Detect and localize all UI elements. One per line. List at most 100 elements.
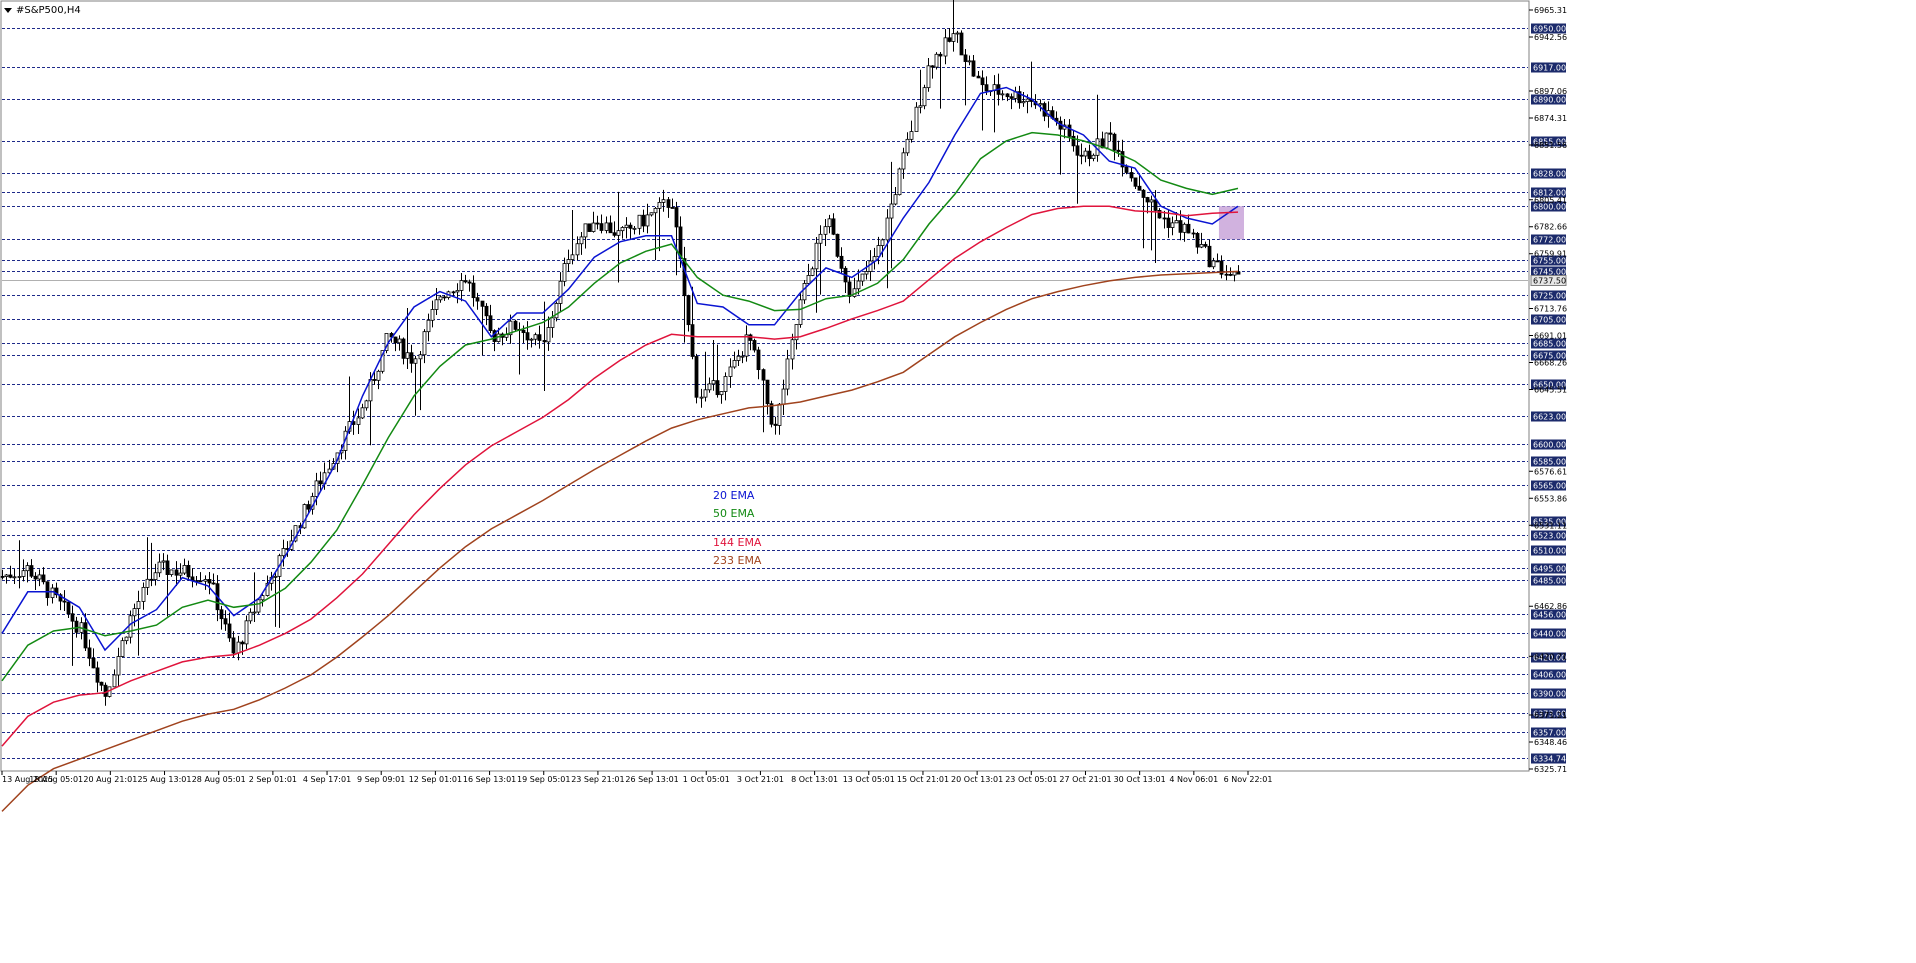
price-scale-label: 6874.31	[1534, 114, 1567, 123]
candle-body	[955, 32, 960, 35]
level-tag-text: 6800.00	[1533, 203, 1566, 212]
candle-body	[1182, 223, 1187, 233]
candle-body	[579, 236, 584, 245]
ema-line-20-ema	[1, 86, 1239, 652]
candle-body	[967, 60, 972, 63]
candle-body	[463, 280, 468, 283]
candle-body	[1075, 145, 1080, 156]
time-label: 12 Sep 01:01	[409, 775, 462, 784]
candle-body	[616, 230, 621, 236]
current-price-tag	[1530, 275, 1567, 286]
candle-body	[380, 350, 385, 372]
candle-body	[794, 324, 799, 341]
level-tag-text: 6917.00	[1533, 64, 1566, 73]
candle-body	[864, 271, 869, 275]
level-tag-text: 6685.00	[1533, 340, 1566, 349]
price-scale-label: 6553.86	[1534, 494, 1567, 503]
candle-body	[657, 201, 662, 209]
candle-body	[649, 212, 654, 216]
level-tag	[1531, 338, 1566, 349]
candle-body	[8, 574, 13, 578]
level-tag	[1531, 62, 1566, 73]
candle-body	[1129, 172, 1134, 179]
candle-body	[901, 152, 906, 170]
candle-body	[236, 641, 241, 654]
level-tag	[1531, 575, 1566, 586]
candle-body	[715, 380, 720, 396]
level-tag	[1531, 628, 1566, 639]
candle-body	[99, 681, 104, 686]
candle-body	[1186, 223, 1191, 234]
candle-body	[533, 334, 538, 340]
price-scale-label: 6897.06	[1534, 87, 1567, 96]
candle-body	[823, 226, 828, 235]
level-tag	[1531, 187, 1566, 198]
level-tag-text: 6950.00	[1533, 25, 1566, 34]
candle-body	[761, 369, 766, 381]
horizontal-levels	[2, 28, 1528, 759]
ema-lines	[1, 86, 1239, 812]
candle-body	[777, 403, 782, 426]
candle-body	[682, 258, 687, 297]
candle-body	[856, 280, 861, 290]
candle-body	[893, 194, 898, 205]
time-label: 6 Nov 22:01	[1224, 775, 1273, 784]
candle-body	[1009, 96, 1014, 99]
candle-body	[281, 548, 286, 557]
level-tag-text: 6420.00	[1533, 654, 1566, 663]
candle-body	[418, 354, 423, 360]
time-label: 25 Aug 13:01	[138, 775, 192, 784]
time-label: 13 Oct 05:01	[843, 775, 895, 784]
level-tag	[1531, 411, 1566, 422]
candle-body	[1215, 260, 1220, 263]
symbol-header[interactable]: #S&P500,H4	[2, 1, 81, 19]
level-tag-text: 6523.00	[1533, 532, 1566, 541]
time-label: 18 Aug 05:01	[29, 775, 83, 784]
candle-body	[562, 263, 567, 282]
candle-body	[372, 379, 377, 381]
candle-body	[422, 331, 427, 356]
level-tag-text: 6357.00	[1533, 729, 1566, 738]
price-axis[interactable]: 6950.00 6917.00 6890.00 6855.00 6828.00 6812.…	[1529, 6, 1567, 774]
candle-body	[583, 223, 588, 238]
candle-body	[765, 379, 770, 405]
candle-body	[401, 338, 406, 359]
candle-body	[426, 319, 431, 333]
candle-body	[889, 203, 894, 219]
candle-body	[273, 575, 278, 578]
candle-body	[480, 300, 485, 307]
candle-body	[1191, 232, 1196, 235]
time-label: 15 Oct 21:01	[897, 775, 949, 784]
candle-body	[1025, 98, 1030, 102]
candle-body	[54, 587, 59, 596]
level-tag-text: 6890.00	[1533, 96, 1566, 105]
candle-body	[1195, 233, 1200, 248]
price-scale-label: 6668.26	[1534, 359, 1567, 368]
time-label: 26 Sep 13:01	[625, 775, 678, 784]
time-label: 20 Aug 21:01	[83, 775, 137, 784]
candle-body	[356, 417, 361, 425]
level-tag	[1531, 314, 1566, 325]
candle-body	[58, 594, 63, 602]
candle-body	[174, 569, 179, 576]
current-price-text: 6737.50	[1533, 277, 1566, 286]
candle-body	[219, 609, 224, 620]
level-tag-text: 6406.00	[1533, 671, 1566, 680]
candle-body	[703, 389, 708, 398]
candle-body	[798, 299, 803, 325]
candle-body	[1174, 220, 1179, 224]
level-tag-text: 6373.00	[1533, 710, 1566, 719]
plot-area	[0, 0, 1530, 772]
time-label: 3 Oct 21:01	[737, 775, 784, 784]
candle-body	[1228, 274, 1233, 276]
candle-body	[95, 667, 100, 683]
candle-body	[604, 222, 609, 231]
candle-body	[91, 657, 96, 669]
candle-body	[620, 227, 625, 232]
candle-body	[1124, 166, 1129, 173]
level-tag	[1531, 545, 1566, 556]
chevron-down-icon[interactable]	[4, 7, 12, 13]
